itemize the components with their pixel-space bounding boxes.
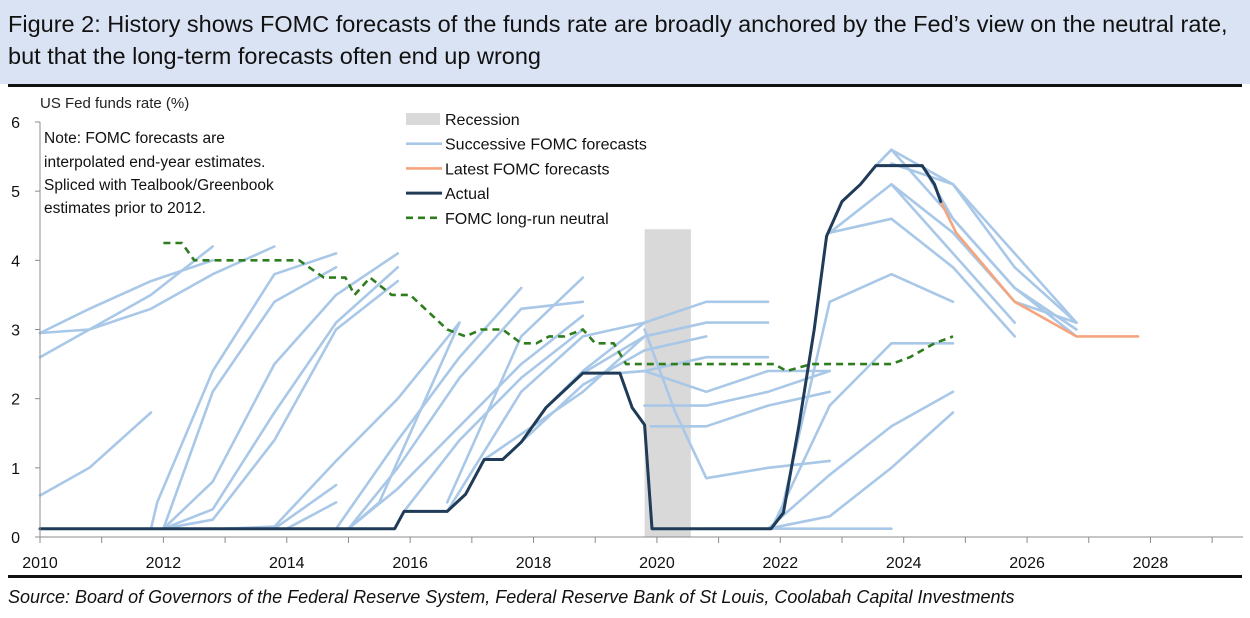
- forecast-series-line: [347, 300, 585, 531]
- forecast-series-line: [649, 390, 832, 428]
- forecast-series-line: [766, 390, 955, 531]
- legend-item: Successive FOMC forecasts: [406, 137, 647, 154]
- forecast-series-line: [772, 341, 955, 525]
- top-divider: [8, 84, 1242, 87]
- forecast-series-line: [581, 321, 770, 375]
- legend-item: Actual: [406, 186, 489, 203]
- forecast-series-line: [347, 321, 461, 531]
- note-line: interpolated end-year estimates.: [44, 154, 265, 171]
- y-tick-label: 4: [11, 253, 20, 270]
- x-tick-label: 2012: [146, 555, 182, 572]
- note-line: Spliced with Tealbook/Greenbook: [44, 177, 274, 194]
- legend-item: Latest FOMC forecasts: [406, 161, 610, 178]
- forecast-series-line: [347, 314, 585, 531]
- x-tick-label: 2020: [639, 555, 675, 572]
- note-line: estimates prior to 2012.: [44, 200, 206, 217]
- forecast-series-line: [828, 183, 1017, 324]
- figure-title: Figure 2: History shows FOMC forecasts o…: [8, 11, 1228, 69]
- legend-item: Recession: [406, 112, 520, 129]
- y-tick-label: 1: [11, 461, 20, 478]
- legend-label: Recession: [445, 112, 520, 129]
- main-lines-layer: [38, 164, 1140, 531]
- y-tick-label: 5: [11, 184, 20, 201]
- forecast-series-line: [874, 148, 1078, 324]
- forecast-series-line: [643, 369, 832, 407]
- forecast-lines-layer: [38, 148, 1078, 531]
- x-tick-label: 2022: [763, 555, 799, 572]
- forecast-series-line: [162, 266, 338, 531]
- figure-header: Figure 2: History shows FOMC forecasts o…: [0, 0, 1250, 84]
- legend-swatch: [406, 113, 440, 125]
- forecast-series-line: [38, 259, 214, 335]
- forecast-series-line: [890, 162, 1078, 324]
- y-tick-label: 2: [11, 392, 20, 409]
- forecast-series-line: [766, 411, 955, 531]
- legend-label: FOMC long-run neutral: [445, 211, 609, 228]
- forecast-series-line: [38, 411, 153, 497]
- forecast-series-line: [162, 279, 400, 531]
- chart: 0 1 2 3 4 5 6 2010 2012 2014 2016 2018 2020 2022 2024 2…: [11, 95, 1243, 572]
- y-axis-label: US Fed funds rate (%): [40, 95, 189, 112]
- forecast-series-line: [38, 245, 214, 359]
- forecast-series-line: [149, 252, 338, 531]
- forecast-series-line: [643, 328, 832, 480]
- y-tick-label: 3: [11, 323, 20, 340]
- source-note: Source: Board of Governors of the Federa…: [8, 587, 1015, 607]
- forecast-series-line: [402, 328, 585, 513]
- x-tick-label: 2018: [516, 555, 552, 572]
- y-tick-label: 0: [11, 530, 20, 547]
- legend-label: Actual: [445, 186, 489, 203]
- latest-series-line: [939, 200, 1140, 338]
- forecast-series-line: [445, 276, 585, 504]
- forecast-series-line: [162, 266, 400, 531]
- forecast-series-line: [223, 321, 461, 531]
- bottom-divider: [8, 575, 1242, 578]
- x-tick-label: 2028: [1133, 555, 1169, 572]
- forecast-series-line: [828, 217, 1017, 338]
- y-tick-label: 6: [11, 115, 20, 132]
- actual-series-line: [38, 164, 943, 531]
- axes-layer: 0 1 2 3 4 5 6 2010 2012 2014 2016 2018 2020 2022 2024 2…: [11, 115, 1243, 572]
- x-tick-label: 2016: [392, 555, 428, 572]
- forecast-series-line: [334, 286, 523, 531]
- note-line: Note: FOMC forecasts are: [44, 130, 225, 147]
- legend-label: Successive FOMC forecasts: [445, 137, 647, 154]
- legend: Recession Successive FOMC forecasts Latest…: [406, 112, 647, 228]
- note-text: Note: FOMC forecasts are interpolated en…: [44, 130, 278, 217]
- neutral-series-line: [163, 241, 954, 373]
- forecast-series-line: [285, 501, 338, 531]
- legend-label: Latest FOMC forecasts: [445, 161, 610, 178]
- forecast-series-line: [162, 252, 400, 531]
- x-tick-label: 2014: [269, 555, 305, 572]
- forecast-series-line: [445, 321, 646, 513]
- forecast-series-line: [273, 483, 338, 531]
- forecast-series-line: [618, 369, 832, 394]
- x-tick-label: 2026: [1009, 555, 1045, 572]
- legend-item: FOMC long-run neutral: [406, 211, 609, 228]
- forecast-series-line: [519, 335, 708, 444]
- forecast-series-line: [778, 272, 955, 518]
- x-tick-label: 2010: [22, 555, 58, 572]
- forecast-series-line: [38, 245, 276, 335]
- x-tick-label: 2024: [886, 555, 922, 572]
